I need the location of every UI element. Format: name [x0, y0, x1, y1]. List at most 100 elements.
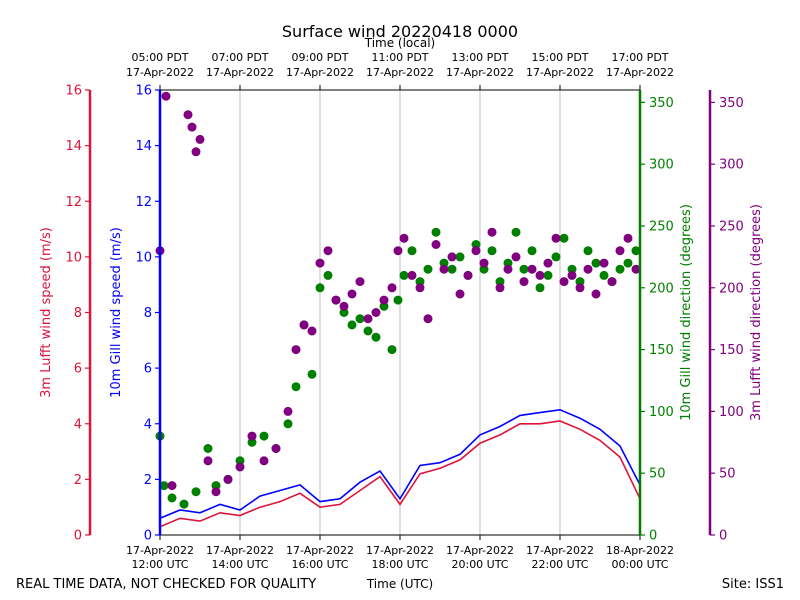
data-point	[167, 481, 177, 491]
top-tick-label: 17:00 PDT	[611, 51, 668, 64]
x-tick-label: 22:00 UTC	[531, 558, 588, 571]
data-point	[591, 258, 601, 268]
data-point	[583, 246, 593, 256]
y-tick-label: 150	[649, 343, 674, 358]
data-point	[431, 227, 441, 237]
data-point	[407, 246, 417, 256]
data-point	[331, 295, 341, 305]
data-point	[379, 295, 389, 305]
data-point	[259, 456, 269, 466]
x-tick-label: 20:00 UTC	[451, 558, 508, 571]
data-point	[387, 283, 397, 293]
data-point	[567, 270, 577, 280]
y-tick-label: 10	[65, 250, 82, 265]
top-tick-label: 13:00 PDT	[451, 51, 508, 64]
y-tick-label: 0	[719, 529, 727, 544]
data-point	[307, 369, 317, 379]
data-point	[315, 283, 325, 293]
data-point	[235, 462, 245, 472]
top-tick-label: 05:00 PDT	[131, 51, 188, 64]
data-point	[283, 406, 293, 416]
data-point	[599, 258, 609, 268]
data-point	[623, 258, 633, 268]
y-tick-label: 16	[135, 84, 152, 99]
data-point	[371, 332, 381, 342]
y-tick-label: 200	[719, 281, 744, 296]
data-point	[543, 270, 553, 280]
data-point	[511, 227, 521, 237]
top-tick-label: 17-Apr-2022	[446, 66, 514, 79]
data-point	[615, 264, 625, 274]
data-point	[575, 277, 585, 287]
footer-site-label: Site: ISS1	[722, 577, 784, 592]
data-point	[495, 277, 505, 287]
y-tick-label: 14	[65, 139, 82, 154]
data-point	[599, 270, 609, 280]
data-point	[535, 283, 545, 293]
y-tick-label: 10	[135, 250, 152, 265]
data-point	[439, 264, 449, 274]
data-point	[347, 320, 357, 330]
top-tick-label: 11:00 PDT	[371, 51, 428, 64]
y-tick-label: 12	[135, 195, 152, 210]
footer-quality-note: REAL TIME DATA, NOT CHECKED FOR QUALITY	[16, 577, 316, 592]
data-point	[423, 264, 433, 274]
y-tick-label: 14	[135, 139, 152, 154]
data-point	[527, 264, 537, 274]
data-point	[347, 289, 357, 299]
top-tick-label: 07:00 PDT	[211, 51, 268, 64]
top-tick-label: 17-Apr-2022	[286, 66, 354, 79]
data-point	[479, 258, 489, 268]
data-point	[535, 270, 545, 280]
y-tick-label: 50	[649, 467, 666, 482]
x-tick-label: 16:00 UTC	[291, 558, 348, 571]
data-point	[471, 246, 481, 256]
data-point	[399, 233, 409, 243]
data-point	[487, 246, 497, 256]
data-point	[455, 252, 465, 262]
data-point	[339, 301, 349, 311]
data-point	[211, 487, 221, 497]
y-tick-label: 250	[649, 219, 674, 234]
data-point	[631, 246, 641, 256]
data-point	[355, 314, 365, 324]
top-tick-label: 17-Apr-2022	[366, 66, 434, 79]
x-tick-label: 14:00 UTC	[211, 558, 268, 571]
data-point	[495, 283, 505, 293]
data-point	[247, 431, 257, 441]
data-point	[183, 110, 193, 120]
data-point	[447, 264, 457, 274]
data-point	[307, 326, 317, 336]
data-point	[631, 264, 641, 274]
y-tick-label: 300	[649, 158, 674, 173]
series-line	[159, 408, 641, 520]
top-tick-label: 09:00 PDT	[291, 51, 348, 64]
top-tick-label: 17-Apr-2022	[206, 66, 274, 79]
y-tick-label: 100	[649, 405, 674, 420]
data-point	[591, 289, 601, 299]
y-axis-label: 3m Lufft wind speed (m/s)	[39, 227, 54, 398]
data-point	[575, 283, 585, 293]
data-point	[463, 270, 473, 280]
data-point	[503, 264, 513, 274]
x-tick-label: 17-Apr-2022	[526, 544, 594, 557]
data-point	[195, 134, 205, 144]
data-point	[191, 487, 201, 497]
data-point	[393, 246, 403, 256]
bottom-axis-label: Time (UTC)	[366, 577, 433, 591]
data-point	[187, 122, 197, 132]
data-point	[551, 252, 561, 262]
plot-area	[155, 90, 641, 535]
chart-title: Surface wind 20220418 0000	[282, 22, 518, 41]
y-tick-label: 350	[719, 96, 744, 111]
data-point	[415, 277, 425, 287]
x-tick-label: 17-Apr-2022	[366, 544, 434, 557]
data-point	[179, 499, 189, 509]
data-point	[455, 289, 465, 299]
y-tick-label: 6	[144, 362, 152, 377]
data-point	[315, 258, 325, 268]
data-point	[159, 481, 169, 491]
data-point	[567, 264, 577, 274]
data-point	[543, 258, 553, 268]
